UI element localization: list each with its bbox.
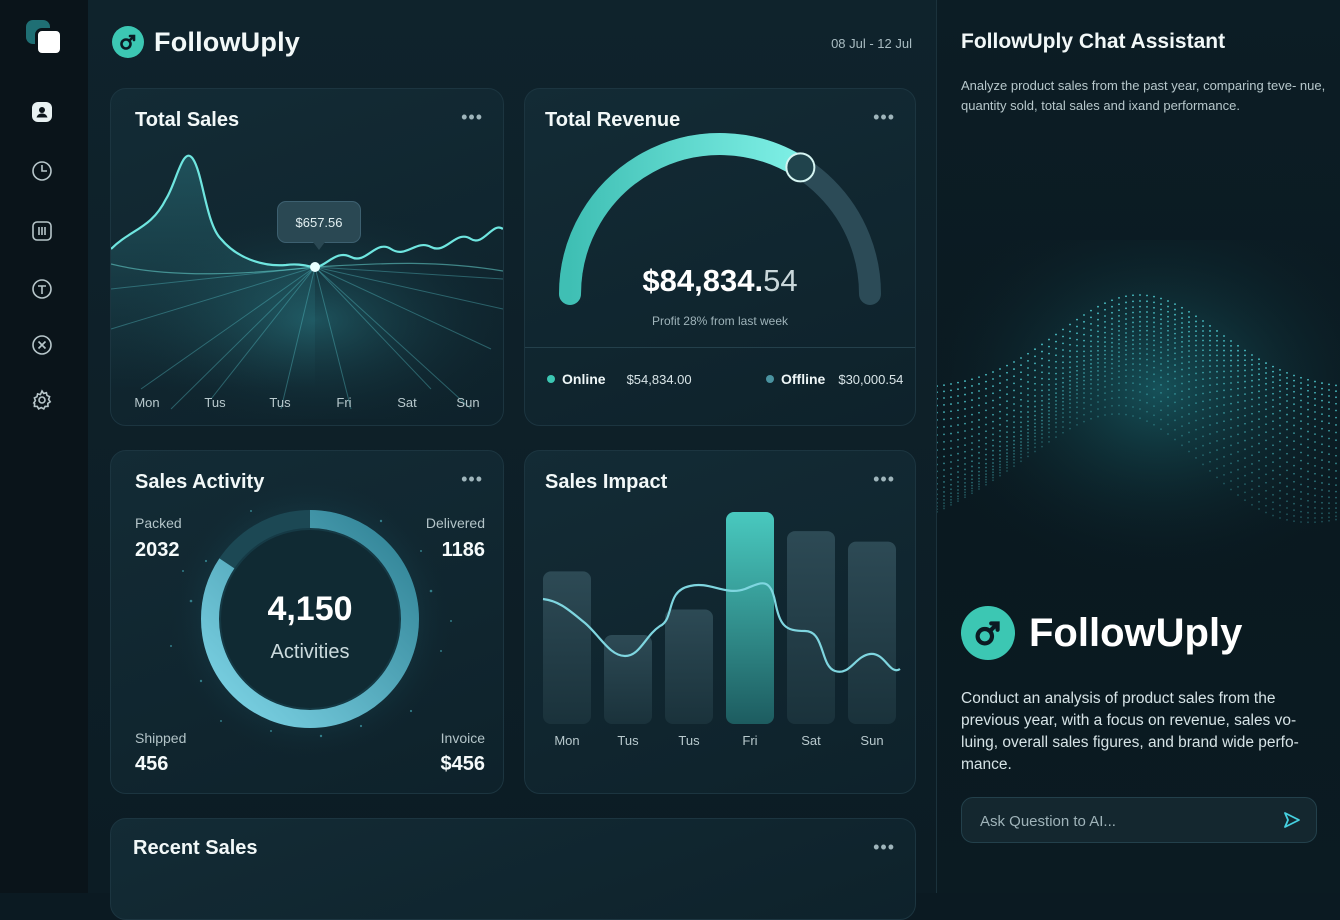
more-menu-button[interactable]: ••• [873, 837, 895, 857]
close-circle-icon[interactable] [30, 333, 54, 357]
delivered-value: 1186 [441, 539, 485, 561]
user-icon[interactable] [30, 100, 54, 124]
total-sales-card: Total Sales ••• $657.56 Mon Tus Tus Fri … [110, 88, 504, 426]
brand-name: FollowUply [154, 26, 300, 57]
gear-icon[interactable] [30, 388, 54, 412]
brand[interactable]: FollowUply [112, 26, 300, 58]
packed-label: Packed [135, 515, 182, 531]
total-sales-chart [111, 154, 503, 419]
invoice-label: Invoice [440, 730, 485, 746]
activities-total: 4,150 [267, 590, 353, 628]
gauge-knob[interactable] [785, 152, 816, 183]
more-menu-button[interactable]: ••• [873, 469, 895, 489]
chat-title: FollowUply Chat Assistant [961, 30, 1226, 53]
delivered-label: Delivered [425, 515, 485, 531]
ring-center [221, 530, 399, 708]
card-title: Total Revenue [545, 109, 681, 131]
value-tooltip: $657.56 [277, 201, 361, 250]
ring-progress [201, 510, 419, 728]
chat-brand-name: FollowUply [1029, 610, 1243, 655]
x-tick-label: Mon [134, 395, 160, 410]
profit-note: Profit 28% from last week [651, 314, 789, 328]
impact-bar[interactable] [665, 609, 713, 724]
more-menu-button[interactable]: ••• [461, 469, 483, 489]
ask-ai-box [961, 797, 1317, 844]
impact-bar[interactable] [543, 571, 591, 724]
legend-label: Offline [781, 371, 826, 387]
revenue-amount: $84,834.54 [525, 263, 915, 299]
revenue-gauge [559, 133, 881, 305]
total-revenue-card: Total Revenue ••• $84,834.54 Profit 28% … [524, 88, 916, 426]
x-tick-label: Sun [860, 733, 884, 748]
invoice-value: $456 [440, 753, 486, 775]
shipped-label: Shipped [135, 730, 187, 746]
date-range[interactable]: 08 Jul - 12 Jul [831, 36, 912, 51]
recent-sales-card: Recent Sales ••• [110, 818, 916, 920]
x-tick-label: Sat [801, 733, 821, 748]
app-logo-icon[interactable] [26, 20, 63, 56]
particle-wave-graphic [937, 240, 1340, 570]
packed-value: 2032 [135, 539, 180, 561]
chat-panel: FollowUply Chat Assistant Analyze produc… [936, 0, 1340, 893]
more-menu-button[interactable]: ••• [461, 107, 483, 127]
clock-icon[interactable] [30, 159, 54, 183]
online-dot-icon [547, 375, 555, 383]
offline-dot-icon [766, 375, 774, 383]
legend-offline: Offline $30,000.54 [766, 371, 903, 387]
chat-description: Analyze product sales from the past year… [961, 78, 1326, 113]
shipped-value: 456 [135, 753, 169, 775]
impact-trend-line [542, 582, 901, 673]
impact-bar[interactable] [726, 512, 774, 724]
impact-bar[interactable] [787, 531, 835, 724]
x-tick-label: Fri [336, 395, 352, 410]
chat-brand-logo-icon [961, 606, 1015, 660]
selected-point[interactable] [310, 262, 320, 272]
x-tick-label: Fri [742, 733, 758, 748]
text-icon[interactable] [30, 277, 54, 301]
revenue-amount-cents: 54 [763, 263, 798, 298]
divider [525, 347, 915, 348]
x-tick-label: Sat [397, 395, 417, 410]
activities-label: Activities [270, 641, 350, 663]
chat-brand: FollowUply [961, 606, 1242, 660]
send-icon[interactable] [1282, 810, 1302, 830]
brand-logo-icon [112, 26, 144, 58]
legend-value: $30,000.54 [838, 371, 904, 387]
more-menu-button[interactable]: ••• [873, 107, 895, 127]
x-tick-label: Tus [678, 733, 700, 748]
sales-impact-chart [542, 512, 901, 724]
sales-activity-card: Sales Activity ••• Packed 2032 Delivered… [110, 450, 504, 794]
legend-value: $54,834.00 [626, 371, 692, 387]
legend-online: Online $54,834.00 [547, 371, 692, 387]
revenue-amount-main: $84,834. [642, 263, 764, 298]
impact-bar[interactable] [604, 634, 652, 724]
x-tick-label: Tus [617, 733, 639, 748]
left-rail [0, 0, 89, 893]
card-title: Sales Impact [545, 471, 668, 493]
chart-icon[interactable] [30, 219, 54, 243]
x-tick-label: Sun [456, 395, 480, 410]
x-tick-label: Mon [554, 733, 580, 748]
chat-body: Conduct an analysis of product sales fro… [961, 690, 1299, 773]
card-title: Total Sales [135, 109, 240, 131]
x-tick-label: Tus [204, 395, 226, 410]
activity-ring [165, 474, 455, 764]
sales-impact-card: Sales Impact ••• Mon Tus Tus Fri Sat Sun [524, 450, 916, 794]
card-title: Sales Activity [135, 471, 265, 493]
ring-particles [170, 510, 452, 738]
main-dashboard: FollowUply 08 Jul - 12 Jul Total Sales •… [88, 0, 936, 920]
x-tick-label: Tus [269, 395, 291, 410]
chart-area [111, 155, 315, 389]
impact-bar[interactable] [848, 541, 896, 724]
gauge-fill [559, 133, 812, 305]
ask-ai-input[interactable] [978, 798, 1262, 844]
legend-label: Online [562, 371, 606, 387]
card-title: Recent Sales [133, 837, 258, 859]
